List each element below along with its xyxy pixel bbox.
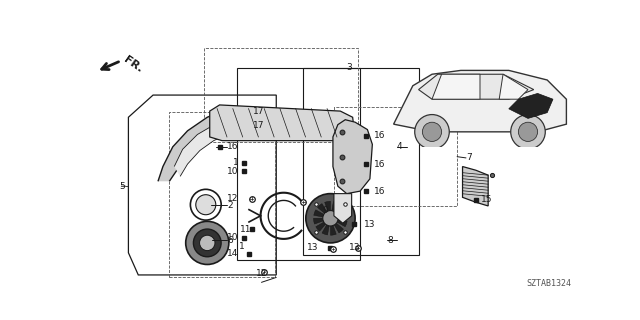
Text: 4: 4 bbox=[397, 142, 403, 151]
Text: 14: 14 bbox=[227, 250, 238, 259]
Text: 15: 15 bbox=[481, 195, 492, 204]
Circle shape bbox=[511, 115, 545, 149]
Text: 12: 12 bbox=[227, 194, 238, 203]
Circle shape bbox=[422, 122, 442, 141]
Polygon shape bbox=[314, 218, 330, 224]
Circle shape bbox=[518, 122, 538, 141]
Polygon shape bbox=[324, 201, 330, 218]
Circle shape bbox=[306, 194, 355, 243]
Polygon shape bbox=[317, 204, 330, 218]
Text: 7: 7 bbox=[466, 153, 472, 163]
Polygon shape bbox=[334, 194, 351, 223]
Bar bbox=[170, 112, 275, 277]
Text: 1: 1 bbox=[239, 242, 244, 251]
Circle shape bbox=[323, 211, 338, 226]
Text: FR.: FR. bbox=[122, 54, 145, 74]
Text: 17: 17 bbox=[253, 121, 265, 130]
Text: 13: 13 bbox=[364, 220, 376, 229]
Text: 12: 12 bbox=[256, 269, 267, 278]
Circle shape bbox=[415, 115, 449, 149]
Bar bbox=[204, 48, 358, 142]
Text: 5: 5 bbox=[119, 182, 125, 191]
Polygon shape bbox=[316, 218, 330, 231]
Text: 13: 13 bbox=[307, 243, 318, 252]
Text: 6: 6 bbox=[227, 236, 233, 245]
Polygon shape bbox=[314, 210, 330, 218]
Circle shape bbox=[186, 221, 229, 264]
Polygon shape bbox=[394, 70, 566, 132]
Text: 13: 13 bbox=[349, 243, 361, 252]
Polygon shape bbox=[330, 218, 347, 227]
Text: 10: 10 bbox=[227, 167, 238, 176]
Polygon shape bbox=[330, 212, 348, 218]
Polygon shape bbox=[499, 74, 528, 99]
Text: 16: 16 bbox=[374, 160, 385, 169]
Polygon shape bbox=[174, 124, 225, 176]
Polygon shape bbox=[419, 74, 534, 99]
Text: 16: 16 bbox=[374, 187, 385, 196]
Polygon shape bbox=[330, 202, 339, 218]
Polygon shape bbox=[330, 218, 344, 233]
Text: 2: 2 bbox=[227, 202, 232, 211]
Polygon shape bbox=[432, 74, 480, 99]
Polygon shape bbox=[210, 105, 355, 141]
Polygon shape bbox=[463, 166, 488, 206]
Text: 17: 17 bbox=[253, 107, 265, 116]
Text: 10: 10 bbox=[227, 234, 238, 243]
Text: SZTAB1324: SZTAB1324 bbox=[526, 279, 572, 288]
Polygon shape bbox=[158, 111, 237, 181]
Polygon shape bbox=[330, 218, 336, 235]
Text: 16: 16 bbox=[227, 142, 239, 151]
Text: 8: 8 bbox=[387, 236, 393, 245]
Bar bbox=[237, 68, 360, 260]
Bar bbox=[303, 68, 419, 255]
Text: 1: 1 bbox=[232, 158, 238, 167]
Bar bbox=[334, 108, 457, 206]
Text: 16: 16 bbox=[374, 131, 385, 140]
Circle shape bbox=[193, 229, 221, 257]
Text: 9: 9 bbox=[322, 206, 328, 215]
Text: 11: 11 bbox=[240, 225, 252, 234]
Polygon shape bbox=[333, 120, 372, 194]
Circle shape bbox=[200, 235, 215, 251]
Polygon shape bbox=[330, 205, 345, 218]
Polygon shape bbox=[322, 218, 330, 235]
Circle shape bbox=[196, 195, 216, 215]
Polygon shape bbox=[509, 93, 553, 118]
Text: 3: 3 bbox=[347, 63, 353, 72]
